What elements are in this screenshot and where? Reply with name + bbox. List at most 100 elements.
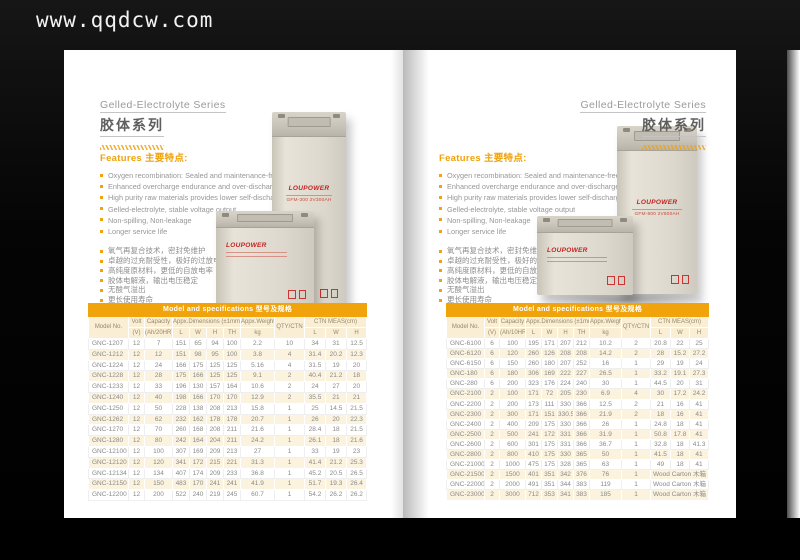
col-header-h: H <box>557 327 574 339</box>
table-cell: 351 <box>541 479 558 491</box>
table-cell: 33 <box>144 381 173 393</box>
col-header-w: W <box>189 327 207 339</box>
col-header-capacity: Capacity <box>144 316 173 328</box>
table-cell: 19.3 <box>325 478 347 491</box>
table-cell: 12 <box>128 391 145 404</box>
recycle-icon <box>288 290 306 299</box>
table-cell: 331 <box>557 428 574 440</box>
table-cell: 12 <box>128 359 145 372</box>
col-header-kg: kg <box>589 327 622 339</box>
table-cell: 407 <box>172 467 190 480</box>
table-cell: 1 <box>621 438 651 451</box>
table-cell: 180 <box>499 368 526 380</box>
table-cell: 28 <box>144 370 173 383</box>
table-cell: 475 <box>525 459 542 471</box>
battery-model-text: GFM-800 2V800AH <box>634 212 680 217</box>
table-cell: 138 <box>189 402 207 415</box>
table-cell: 600 <box>499 438 526 451</box>
feature-item: 卓越的过充耐受性，极好的过放电恢复能力 <box>439 256 654 266</box>
table-cell: 19 <box>325 445 347 458</box>
table-cell: 24.2 <box>240 435 275 447</box>
table-cell: 164 <box>189 435 207 447</box>
table-cell: 120 <box>144 456 173 469</box>
col-header-ctn-w: W <box>325 327 347 339</box>
table-cell: 33 <box>304 445 326 458</box>
table-cell: 2 <box>274 391 305 404</box>
table-cell: 366 <box>573 418 590 430</box>
col-header-ctn-h: H <box>688 327 710 339</box>
feature-item: 卓越的过充耐受性，极好的过放电恢复能力 <box>100 256 315 266</box>
table-cell: 208 <box>206 424 224 437</box>
table-cell: 15.8 <box>240 402 275 415</box>
model-cell: GNC-1280 <box>88 435 129 447</box>
table-cell: 150 <box>144 478 173 491</box>
feature-item: Non-spilling, Non-leakage <box>439 215 654 226</box>
table-cell: 176 <box>541 378 558 390</box>
table-cell: 27.3 <box>688 368 710 380</box>
spec-table-right: Model and specifications 型号及规格 Model No.… <box>445 303 710 501</box>
table-cell: 2000 <box>499 479 526 491</box>
table-cell: 221 <box>223 456 241 469</box>
battery-cap <box>216 211 314 228</box>
table-cell: 211 <box>223 435 241 447</box>
table-cell: 18 <box>650 408 671 420</box>
table-cell: 6 <box>484 378 500 390</box>
table-cell: 15.2 <box>670 348 690 360</box>
table-cell: 50 <box>144 402 173 415</box>
table-cell: 12 <box>128 489 145 501</box>
table-cell: 178 <box>206 413 224 426</box>
col-header-w: W <box>541 327 558 339</box>
battery-front: LOUPOWER <box>216 211 314 309</box>
table-cell: 31.5 <box>304 359 326 372</box>
model-cell: GNC-2400 <box>446 418 485 430</box>
table-cell: 49 <box>650 459 671 471</box>
page-title-cn: 胶体系列 <box>642 115 706 137</box>
table-cell: 12 <box>128 456 145 469</box>
table-cell: 27.2 <box>688 348 710 360</box>
col-header-volt: Volt <box>484 316 500 328</box>
catalog-page-left: Gelled-Electrolyte Series 胶体系列 Features … <box>64 50 403 518</box>
col-header-ctn-l: L <box>304 327 326 339</box>
table-cell: 166 <box>189 391 207 404</box>
table-cell: 32.8 <box>650 438 671 451</box>
table-cell: 31 <box>688 378 710 390</box>
table-cell: 3.8 <box>240 348 275 361</box>
brand-logo: LOUPOWER <box>226 242 267 249</box>
col-header-ctn: CTN MEAS(cm) <box>649 316 710 328</box>
features-list-en: Oxygen recombination: Sealed and mainten… <box>439 170 654 237</box>
table-cell: 70 <box>144 424 173 437</box>
table-cell: 24 <box>688 358 710 370</box>
col-header-th: TH <box>223 327 241 339</box>
table-cell: 12 <box>128 467 145 480</box>
table-cell: 2 <box>621 337 651 350</box>
model-cell: GNC-6150 <box>446 358 485 370</box>
model-cell: GNC-2200 <box>446 398 485 410</box>
table-cell: 100 <box>499 337 526 350</box>
table-cell: 365 <box>573 459 590 471</box>
table-cell: 174 <box>189 467 207 480</box>
table-cell: 306 <box>525 368 542 380</box>
label-line <box>226 251 287 253</box>
spec-table-left: Model and specifications 型号及规格 Model No.… <box>87 303 368 501</box>
table-cell: 209 <box>206 445 224 458</box>
table-cell: 18 <box>670 438 690 451</box>
table-cell: 10 <box>274 338 305 350</box>
table-cell: 1 <box>274 445 305 458</box>
features-list-en: Oxygen recombination: Sealed and mainten… <box>100 170 315 237</box>
table-cell: 171 <box>541 337 558 350</box>
table-cell: 171 <box>525 408 542 420</box>
table-cell: 94 <box>206 338 224 350</box>
table-cell: 26.2 <box>325 489 347 501</box>
table-cell: 175 <box>541 438 558 451</box>
next-page-edge <box>787 50 800 518</box>
table-cell: 20.2 <box>325 348 347 361</box>
table-cell: 16 <box>670 398 690 410</box>
table-cell: 41 <box>688 449 710 461</box>
table-cell: 215 <box>206 456 224 469</box>
catalog-page-right: Gelled-Electrolyte Series 胶体系列 Features … <box>403 50 736 518</box>
table-cell: 20 <box>670 378 690 390</box>
table-cell: 111 <box>541 398 558 410</box>
table-cell: 72 <box>541 388 558 400</box>
table-cell: 41 <box>688 459 710 471</box>
col-header-volt: Volt <box>128 316 145 328</box>
